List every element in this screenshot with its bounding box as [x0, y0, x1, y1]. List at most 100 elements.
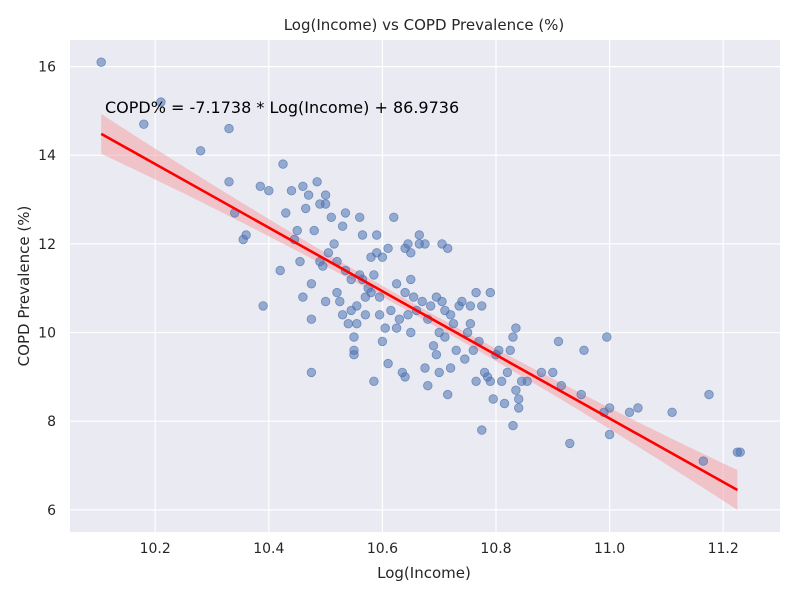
data-point — [553, 336, 564, 347]
data-point — [445, 310, 456, 320]
data-point — [468, 345, 479, 356]
y-tick-label: 12 — [38, 237, 56, 253]
data-point — [224, 177, 234, 187]
data-point — [352, 301, 362, 311]
data-point — [369, 270, 379, 280]
data-point — [374, 292, 385, 302]
data-point — [499, 398, 510, 409]
data-point — [604, 403, 615, 413]
data-point — [445, 363, 456, 373]
data-point — [460, 354, 470, 364]
data-point — [508, 332, 518, 342]
data-point — [511, 385, 521, 395]
data-point — [349, 332, 359, 342]
y-tick-label: 14 — [38, 148, 56, 164]
data-point — [420, 363, 430, 373]
data-point — [485, 287, 496, 298]
data-point — [377, 336, 388, 347]
data-point — [343, 319, 354, 329]
data-point — [303, 190, 314, 200]
data-point — [465, 301, 476, 311]
data-point — [329, 239, 339, 249]
data-point — [465, 319, 476, 329]
data-point — [502, 367, 513, 378]
chart-title: Log(Income) vs COPD Prevalence (%) — [284, 16, 565, 34]
data-point — [440, 332, 450, 342]
data-point — [536, 367, 547, 378]
data-point — [602, 332, 612, 342]
x-axis-label: Log(Income) — [377, 564, 471, 582]
data-point — [264, 185, 274, 196]
data-point — [195, 146, 206, 156]
data-point — [400, 287, 410, 298]
x-tick-label: 11.0 — [594, 541, 625, 557]
data-point — [667, 407, 677, 418]
x-tick-label: 10.6 — [367, 541, 398, 557]
data-point — [417, 296, 427, 307]
data-point — [423, 381, 433, 391]
data-point — [508, 420, 518, 431]
data-point — [281, 208, 291, 218]
data-point — [443, 389, 453, 400]
data-point — [604, 429, 615, 440]
data-point — [224, 123, 234, 134]
data-point — [624, 407, 635, 418]
data-point — [414, 230, 425, 240]
data-point — [548, 367, 558, 378]
data-point — [139, 119, 149, 129]
data-point — [377, 252, 388, 262]
data-point — [394, 314, 405, 324]
data-point — [403, 239, 413, 249]
data-point — [366, 287, 376, 298]
data-point — [485, 376, 496, 387]
data-point — [320, 190, 331, 200]
y-tick-label: 6 — [47, 503, 56, 519]
x-tick-label: 10.4 — [253, 541, 284, 557]
data-point — [352, 319, 362, 329]
data-point — [320, 296, 331, 307]
data-point — [340, 208, 351, 218]
data-point — [522, 376, 532, 387]
data-point — [462, 327, 473, 338]
data-point — [318, 261, 328, 271]
data-point — [505, 345, 515, 356]
data-point — [420, 239, 430, 249]
data-point — [298, 181, 308, 192]
data-point — [380, 323, 390, 333]
data-point — [471, 287, 481, 298]
data-point — [335, 296, 345, 307]
data-point — [255, 181, 265, 192]
data-point — [511, 323, 521, 333]
data-point — [275, 265, 285, 276]
regression-equation: COPD% = -7.1738 * Log(Income) + 86.9736 — [105, 98, 459, 117]
data-point — [298, 292, 308, 302]
data-point — [355, 212, 365, 223]
data-point — [565, 438, 575, 449]
data-point — [349, 350, 359, 360]
data-point — [96, 57, 106, 67]
data-point — [477, 425, 487, 435]
data-point — [156, 97, 166, 107]
data-point — [434, 367, 444, 378]
data-point — [428, 341, 439, 351]
data-point — [374, 310, 385, 320]
y-tick-label: 10 — [38, 326, 56, 342]
data-point — [704, 389, 714, 400]
data-point — [443, 243, 453, 254]
data-point — [576, 389, 586, 400]
data-point — [514, 403, 524, 413]
data-point — [372, 230, 382, 240]
y-tick-label: 16 — [38, 60, 56, 76]
x-tick-label: 10.2 — [140, 541, 171, 557]
data-point — [391, 279, 402, 289]
data-point — [383, 243, 393, 254]
data-point — [337, 221, 348, 231]
grid — [70, 40, 780, 532]
data-point — [323, 248, 334, 258]
data-point — [698, 456, 709, 466]
data-point — [494, 345, 504, 356]
data-point — [426, 301, 436, 311]
data-point — [406, 248, 416, 258]
data-point — [241, 230, 251, 240]
data-point — [306, 367, 317, 378]
